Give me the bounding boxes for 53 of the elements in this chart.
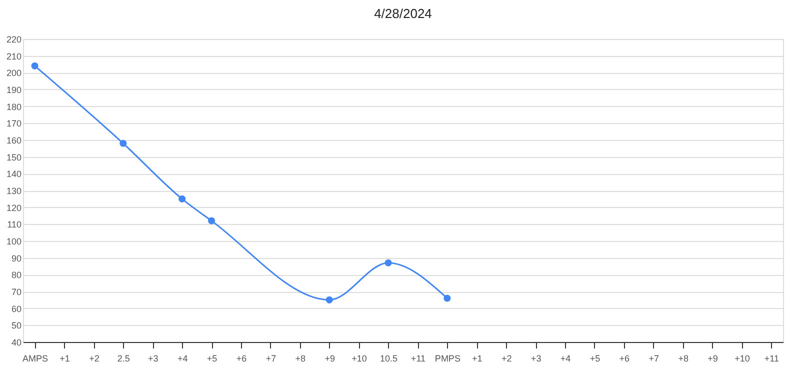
x-tick-label: +9 bbox=[708, 354, 718, 364]
y-tick-label: 220 bbox=[6, 34, 22, 44]
x-tick-label: +4 bbox=[177, 354, 188, 364]
x-tick-label: +2 bbox=[89, 354, 100, 364]
y-tick-label: 200 bbox=[6, 68, 22, 78]
x-tick-label: +5 bbox=[590, 354, 600, 364]
point bbox=[384, 259, 392, 266]
x-tick-label: +11 bbox=[764, 354, 780, 364]
x-tick-label: 2.5 bbox=[117, 354, 130, 364]
x-tick-label: +10 bbox=[734, 354, 750, 364]
x-tick-label: +3 bbox=[148, 354, 158, 364]
y-tick-label: 90 bbox=[11, 253, 22, 264]
y-tick-label: 110 bbox=[7, 220, 22, 230]
point bbox=[31, 62, 38, 70]
y-tick-label: 180 bbox=[6, 102, 22, 112]
x-tick-label: +6 bbox=[619, 354, 630, 364]
y-tick-label: 130 bbox=[6, 186, 22, 196]
x-tick-label: +8 bbox=[678, 354, 688, 364]
x-tick-label: +4 bbox=[560, 354, 571, 364]
y-tick-label: 170 bbox=[6, 118, 22, 129]
x-tick-label: +8 bbox=[295, 354, 306, 364]
y-tick-label: 60 bbox=[11, 304, 22, 314]
y-tick-label: 210 bbox=[6, 51, 22, 62]
x-tick-label: +2 bbox=[501, 354, 512, 364]
chart-title: 4/28/2024 bbox=[374, 6, 432, 21]
y-tick-label: 50 bbox=[11, 320, 22, 331]
y-tick-label: 160 bbox=[6, 136, 22, 146]
y-tick-label: 100 bbox=[6, 236, 22, 246]
y-tick-label: 80 bbox=[11, 270, 22, 280]
point bbox=[444, 294, 451, 302]
x-tick-label: 10.5 bbox=[380, 354, 398, 364]
x-tick-label: +7 bbox=[648, 354, 660, 364]
x-tick-label: +9 bbox=[324, 354, 335, 364]
y-tick-label: 40 bbox=[11, 338, 22, 348]
y-tick-label: 140 bbox=[6, 169, 22, 180]
point bbox=[120, 140, 127, 147]
x-tick-label: +1 bbox=[60, 354, 70, 364]
y-tick-label: 150 bbox=[6, 152, 22, 162]
x-tick-label: +1 bbox=[472, 354, 482, 364]
point bbox=[326, 296, 333, 304]
x-tick-label: +10 bbox=[352, 354, 367, 364]
x-tick-label: PMPS bbox=[434, 354, 460, 364]
x-tick-label: AMPS bbox=[22, 354, 48, 364]
x-tick-label: +7 bbox=[266, 354, 276, 364]
x-tick-label: +5 bbox=[206, 354, 218, 364]
point bbox=[208, 217, 216, 224]
x-tick-label: +6 bbox=[236, 354, 247, 364]
point bbox=[178, 195, 186, 202]
y-tick-label: 190 bbox=[6, 85, 22, 95]
x-tick-label: +11 bbox=[410, 354, 426, 364]
y-tick-label: 120 bbox=[6, 202, 22, 213]
y-tick-label: 70 bbox=[11, 287, 22, 297]
x-tick-label: +3 bbox=[530, 354, 542, 364]
